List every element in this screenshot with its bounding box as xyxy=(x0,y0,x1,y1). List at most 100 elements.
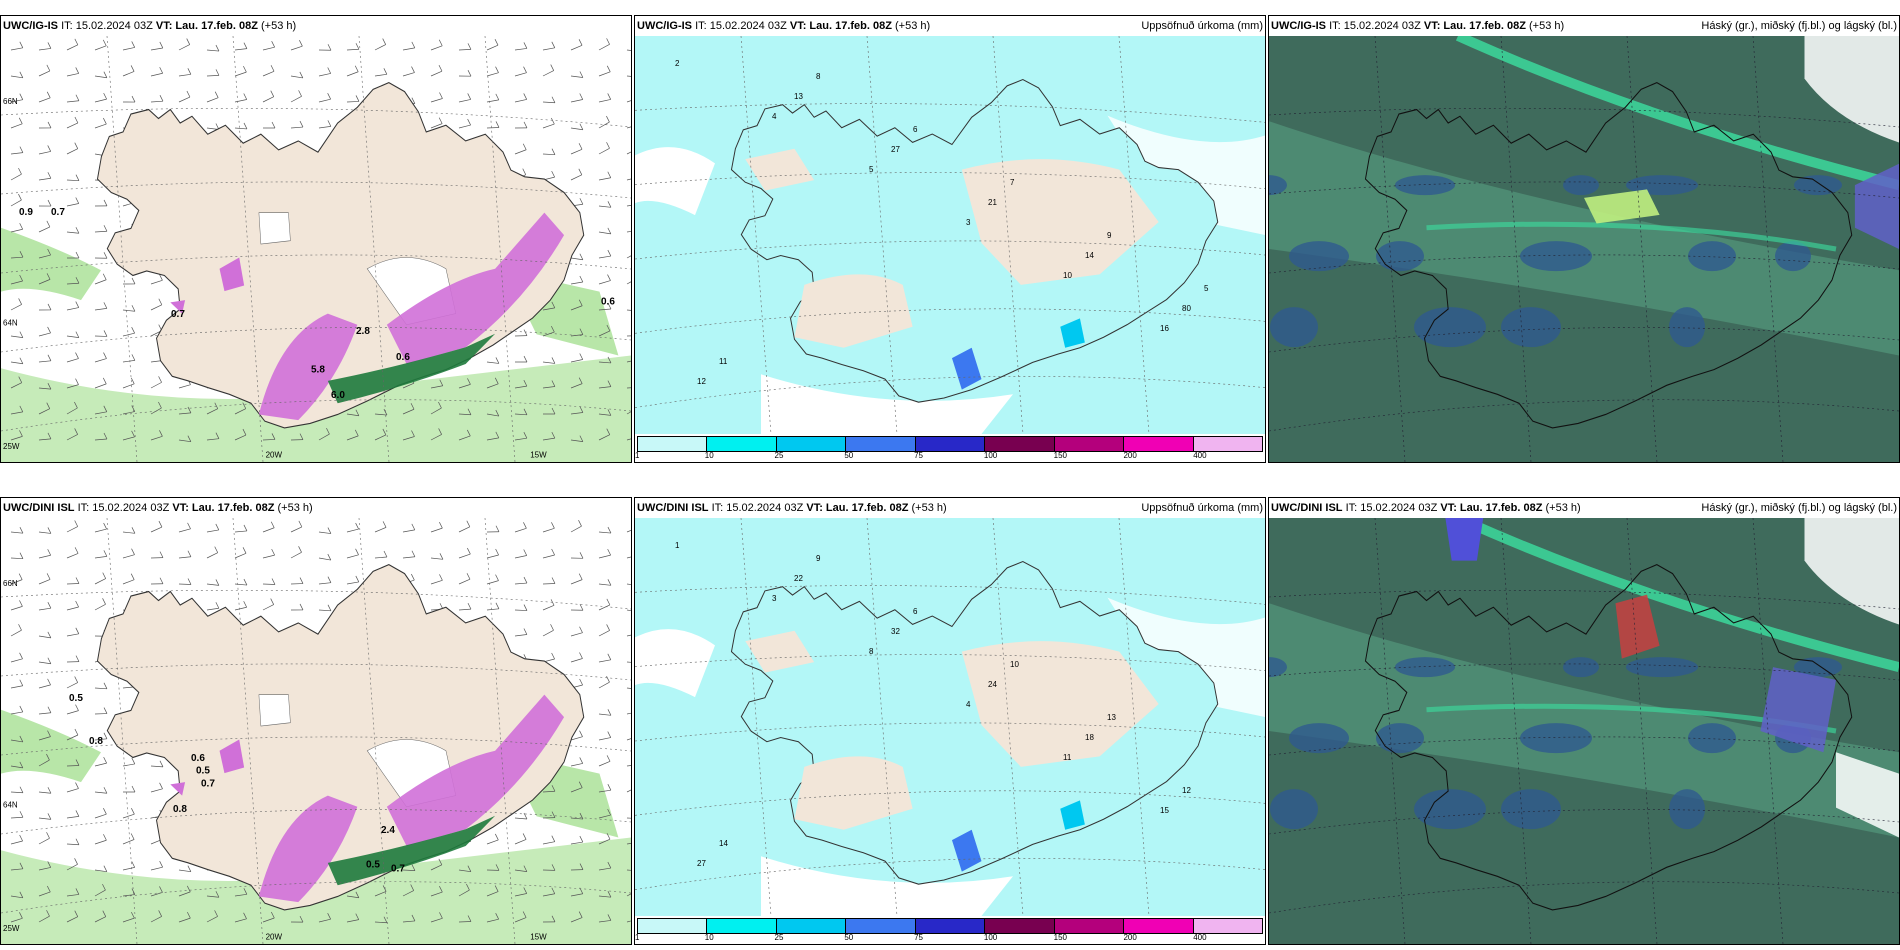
legend-label: 150 xyxy=(1053,933,1068,942)
precip-value-label: 4 xyxy=(966,700,971,709)
iceland-outline xyxy=(1364,564,1853,911)
valid-time: Lau. 17.feb. 08Z xyxy=(1443,20,1526,32)
precip-value-labels: 2 4 5 3 10 16 12 13 27 21 14 80 11 8 6 7 9 5 xyxy=(675,59,1209,386)
precip-value-label: 15 xyxy=(1160,806,1169,815)
precip-value-label: 16 xyxy=(1160,324,1169,333)
legend-swatch xyxy=(846,919,916,933)
precip-value-label: 7 xyxy=(1010,178,1015,187)
precip-value-label: 21 xyxy=(988,198,997,207)
lead-time: (+53 h) xyxy=(1545,502,1581,514)
legend-swatch xyxy=(1054,919,1125,933)
legend-swatch xyxy=(707,437,777,451)
legend-swatch xyxy=(776,437,847,451)
panel-title: UWC/DINI ISL IT: 15.02.2024 03Z VT: Lau.… xyxy=(3,498,313,518)
field-value-label: 2.8 xyxy=(356,326,370,337)
field-value-label: 5.8 xyxy=(311,365,325,376)
precip-value-label: 12 xyxy=(697,377,706,386)
panel-title: UWC/DINI ISL IT: 15.02.2024 03Z VT: Lau.… xyxy=(637,498,947,518)
iceland-outline xyxy=(1364,82,1853,429)
map-area: 2 4 5 3 10 16 12 13 27 21 14 80 11 8 6 7 9 5 xyxy=(635,36,1265,434)
grid-label-lon15: 15W xyxy=(530,933,547,942)
map-area: 0.5 0.8 0.6 0.5 0.7 0.8 2.4 0.7 0.5 66N 64N 25W 20W 1… xyxy=(1,518,631,944)
precip-value-label: 32 xyxy=(891,627,900,636)
precip-value-label: 3 xyxy=(772,594,777,603)
legend-swatch xyxy=(1193,437,1262,451)
legend-swatch xyxy=(915,919,986,933)
precip-value-label: 11 xyxy=(719,357,728,366)
axis-labels: 66N 64N 25W 20W 15W xyxy=(3,579,547,942)
legend-label: 10 xyxy=(704,451,714,460)
field-value-labels: 0.50.80.60.50.70.82.40.70.5 xyxy=(69,693,405,874)
field-value-label: 6.0 xyxy=(331,390,345,401)
precip-value-label: 24 xyxy=(988,680,997,689)
valid-label: VT: xyxy=(806,502,823,514)
legend-swatch xyxy=(638,437,708,451)
valid-label: VT: xyxy=(1440,502,1457,514)
field-value-label: 0.7 xyxy=(51,207,65,218)
legend-label: 400 xyxy=(1193,933,1207,942)
init-time: IT: 15.02.2024 03Z xyxy=(695,20,787,32)
precip-value-label: 1 xyxy=(675,541,680,550)
precip-value-label: 13 xyxy=(1107,713,1116,722)
legend-label: 50 xyxy=(844,451,854,460)
model-name: UWC/DINI ISL xyxy=(637,502,709,514)
init-time: IT: 15.02.2024 03Z xyxy=(61,20,153,32)
field-value-labels: 0.9 0.7 0.7 0.6 0.6 5.8 2.8 6.0 xyxy=(19,207,615,401)
field-value-label: 2.4 xyxy=(381,825,395,836)
valid-label: VT: xyxy=(1423,20,1441,32)
map-area xyxy=(1269,36,1899,462)
precip-value-label: 9 xyxy=(1107,231,1112,240)
map-panel-cloud: UWC/IG-IS IT: 15.02.2024 03Z VT: Lau. 17… xyxy=(1268,15,1900,463)
precip-value-label: 2 xyxy=(675,59,680,68)
graticule xyxy=(1269,36,1899,462)
axis-labels: 66N 64N 25W 20W 15W xyxy=(3,97,547,460)
precip-value-label: 14 xyxy=(1085,251,1094,260)
model-name: UWC/IG-IS xyxy=(637,20,692,32)
field-value-label: 0.8 xyxy=(173,804,187,815)
lead-time: (+53 h) xyxy=(911,502,947,514)
precip-value-label: 10 xyxy=(1010,660,1019,669)
lead-time: (+53 h) xyxy=(895,20,931,32)
panel-title: UWC/IG-IS IT: 15.02.2024 03Z VT: Lau. 17… xyxy=(637,16,930,36)
panel-header: UWC/DINI ISL IT: 15.02.2024 03Z VT: Lau.… xyxy=(635,498,1265,518)
field-value-label: 0.6 xyxy=(601,296,615,307)
field-description: Háský (gr.), miðský (fj.bl.) og lágský (… xyxy=(1701,20,1897,32)
model-name: UWC/IG-IS xyxy=(1271,20,1326,32)
legend-label: 200 xyxy=(1123,451,1137,460)
panel-header: UWC/IG-IS IT: 15.02.2024 03Z VT: Lau. 17… xyxy=(1,16,631,36)
legend-label: 200 xyxy=(1123,933,1137,942)
precip-value-label: 27 xyxy=(697,859,706,868)
legend-colorbar xyxy=(637,918,1263,934)
map-panel-cloud: UWC/DINI ISL IT: 15.02.2024 03Z VT: Lau.… xyxy=(1268,497,1900,945)
legend-label: 75 xyxy=(914,933,924,942)
panel-title: UWC/IG-IS IT: 15.02.2024 03Z VT: Lau. 17… xyxy=(1271,16,1564,36)
legend-label: 100 xyxy=(983,933,998,942)
map-area: 1 3 8 4 11 15 27 22 32 24 18 12 14 9 6 10 13 xyxy=(635,518,1265,916)
legend-swatch xyxy=(1054,437,1125,451)
iceland-land xyxy=(96,82,585,429)
field-value-label: 0.7 xyxy=(201,778,215,789)
field-value-label: 0.7 xyxy=(171,309,185,320)
field-description: Uppsöfnuð úrkoma (mm) xyxy=(1141,20,1263,32)
map-svg xyxy=(1269,36,1899,462)
precip-value-label: 11 xyxy=(1063,753,1072,762)
field-description: Háský (gr.), miðský (fj.bl.) og lágský (… xyxy=(1701,502,1897,514)
grid-label-lat64: 64N xyxy=(3,319,18,328)
precip-value-label: 8 xyxy=(869,647,874,656)
grid-label-lat66: 66N xyxy=(3,579,18,588)
init-time: IT: 15.02.2024 03Z xyxy=(1345,502,1438,514)
legend-label: 150 xyxy=(1053,451,1068,460)
precip-legend: 1 10 25 50 75 100 150 200 400 xyxy=(635,916,1265,944)
legend-swatch xyxy=(707,919,777,933)
field-value-label: 0.9 xyxy=(19,207,33,218)
graticule xyxy=(1,518,631,944)
map-svg xyxy=(1269,518,1899,944)
model-name: UWC/DINI ISL xyxy=(1271,502,1343,514)
model-name: UWC/IG-IS xyxy=(3,20,58,32)
precip-value-label: 80 xyxy=(1182,304,1191,313)
legend-label: 25 xyxy=(774,451,784,460)
field-value-label: 0.8 xyxy=(89,736,103,747)
precip-value-label: 13 xyxy=(794,92,803,101)
